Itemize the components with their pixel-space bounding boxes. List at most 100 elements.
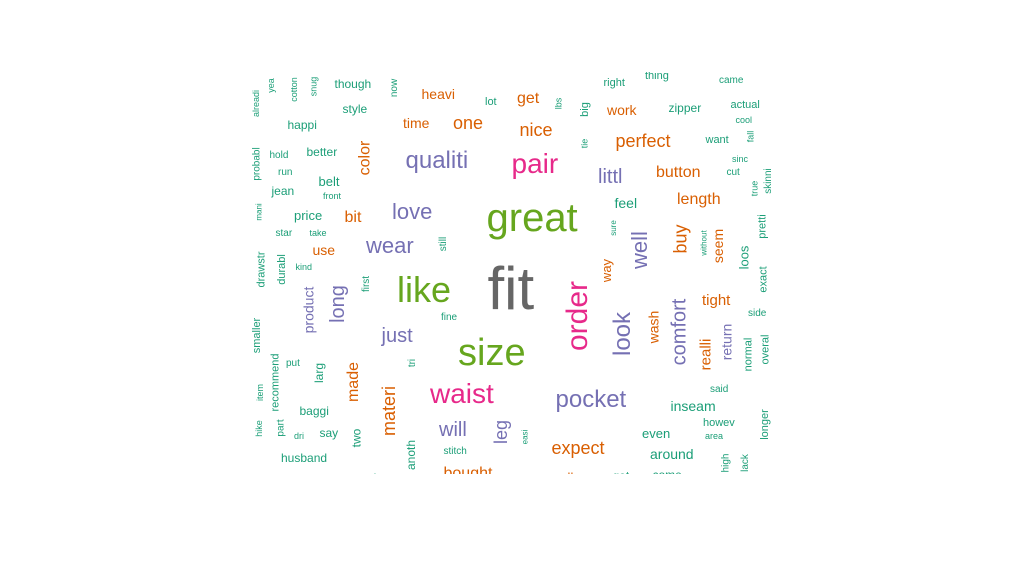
word-baggi: baggi <box>299 404 329 418</box>
word-exact: exact <box>757 265 770 293</box>
word-alreadi: alreadi <box>252 89 261 117</box>
word-small: small <box>543 471 573 475</box>
word-without: without <box>699 230 709 256</box>
word-way: way <box>598 258 614 282</box>
word-cool: cool <box>735 114 753 125</box>
word-thing: thing <box>645 72 669 82</box>
word-zipper: zipper <box>668 101 702 115</box>
word-color: color <box>355 140 373 176</box>
word-true: true <box>749 180 760 196</box>
word-husband: husband <box>281 451 328 465</box>
word-just: just <box>381 325 413 347</box>
word-loos: loos <box>736 245 752 269</box>
word-fit: fit <box>487 255 535 322</box>
word-said: said <box>710 384 729 395</box>
word-long: long <box>326 285 349 323</box>
word-say: say <box>319 426 339 440</box>
word-lot: lot <box>485 95 497 108</box>
word-part: part <box>275 419 287 437</box>
word-normal: normal <box>742 337 755 371</box>
word-now: now <box>389 78 401 98</box>
word-seem: seem <box>710 228 727 264</box>
word-dri: dri <box>294 430 305 441</box>
word-leg: leg <box>491 419 512 445</box>
word-actual: actual <box>730 98 760 111</box>
word-area: area <box>705 430 724 441</box>
word-lack: lack <box>739 454 751 472</box>
word-will: will <box>439 419 467 441</box>
word-recommend: recommend <box>269 352 282 412</box>
word-howev: howev <box>703 416 735 429</box>
word-look: look <box>609 311 637 357</box>
word-skinni: skinni <box>762 168 774 194</box>
word-made: made <box>345 361 363 403</box>
word-big: big <box>578 101 591 117</box>
word-hike: hike <box>253 419 264 437</box>
word-style: style <box>342 102 368 116</box>
word-item: item <box>254 383 265 401</box>
word-like: like <box>397 269 452 310</box>
word-wash: wash <box>644 310 661 344</box>
word-kind: kind <box>295 261 313 272</box>
word-great: great <box>486 196 578 240</box>
word-got: got <box>613 470 630 474</box>
word-time: time <box>403 115 430 131</box>
word-feel: feel <box>614 195 638 211</box>
word-also: also <box>367 472 389 474</box>
word-run: run <box>278 167 293 178</box>
word-nice: nice <box>519 120 553 140</box>
word-tight: tight <box>702 291 731 309</box>
word-drawstr: drawstr <box>255 250 268 288</box>
word-jean: jean <box>271 184 295 198</box>
word-pretti: pretti <box>756 213 769 239</box>
word-tri: tri <box>407 358 419 368</box>
word-yea: yea <box>265 77 276 93</box>
word-snug: snug <box>308 76 319 96</box>
word-durabl: durabl <box>275 253 288 285</box>
word-inseam: inseam <box>670 398 716 414</box>
word-side: side <box>748 308 767 319</box>
word-longer: longer <box>758 408 771 440</box>
word-wear: wear <box>366 233 414 258</box>
word-anoth: anoth <box>404 439 419 471</box>
word-well: well <box>626 231 652 269</box>
word-probabl: probabl <box>252 147 263 181</box>
word-bought: bought <box>443 465 493 475</box>
word-button: button <box>656 164 701 181</box>
word-cloud: fit great size like order pair waist look pocket… <box>252 72 774 474</box>
word-pocket: pocket <box>555 386 627 413</box>
word-return: return <box>717 323 734 361</box>
word-mani: mani <box>254 203 264 221</box>
word-size: size <box>458 332 526 374</box>
word-overal: overal <box>759 334 772 364</box>
word-though: though <box>334 77 372 91</box>
word-belt: belt <box>318 173 340 189</box>
word-better: better <box>306 145 338 159</box>
word-materi: materi <box>379 385 400 437</box>
word-easi: easi <box>519 429 529 445</box>
word-stitch: stitch <box>443 446 467 457</box>
word-littl: littl <box>598 166 623 188</box>
word-two: two <box>348 428 363 448</box>
word-lbs: lbs <box>553 97 564 109</box>
word-love: love <box>392 199 433 224</box>
word-length: length <box>677 191 721 208</box>
word-fall: fall <box>745 130 756 142</box>
word-order: order <box>561 280 595 352</box>
word-cut: cut <box>726 167 740 178</box>
word-sure: sure <box>608 220 618 236</box>
word-one: one <box>453 113 484 133</box>
word-buy: buy <box>670 224 691 254</box>
word-tie: tie <box>579 138 590 148</box>
word-heavi: heavi <box>421 86 455 102</box>
word-qualiti: qualiti <box>405 147 469 174</box>
word-star: star <box>275 228 293 239</box>
word-still: still <box>438 236 450 252</box>
word-take: take <box>309 227 327 238</box>
word-pair: pair <box>511 148 559 179</box>
word-work: work <box>607 102 637 118</box>
word-front: front <box>323 190 342 201</box>
word-happi: happi <box>287 118 317 132</box>
word-right: right <box>603 76 625 89</box>
word-fine: fine <box>441 312 458 323</box>
